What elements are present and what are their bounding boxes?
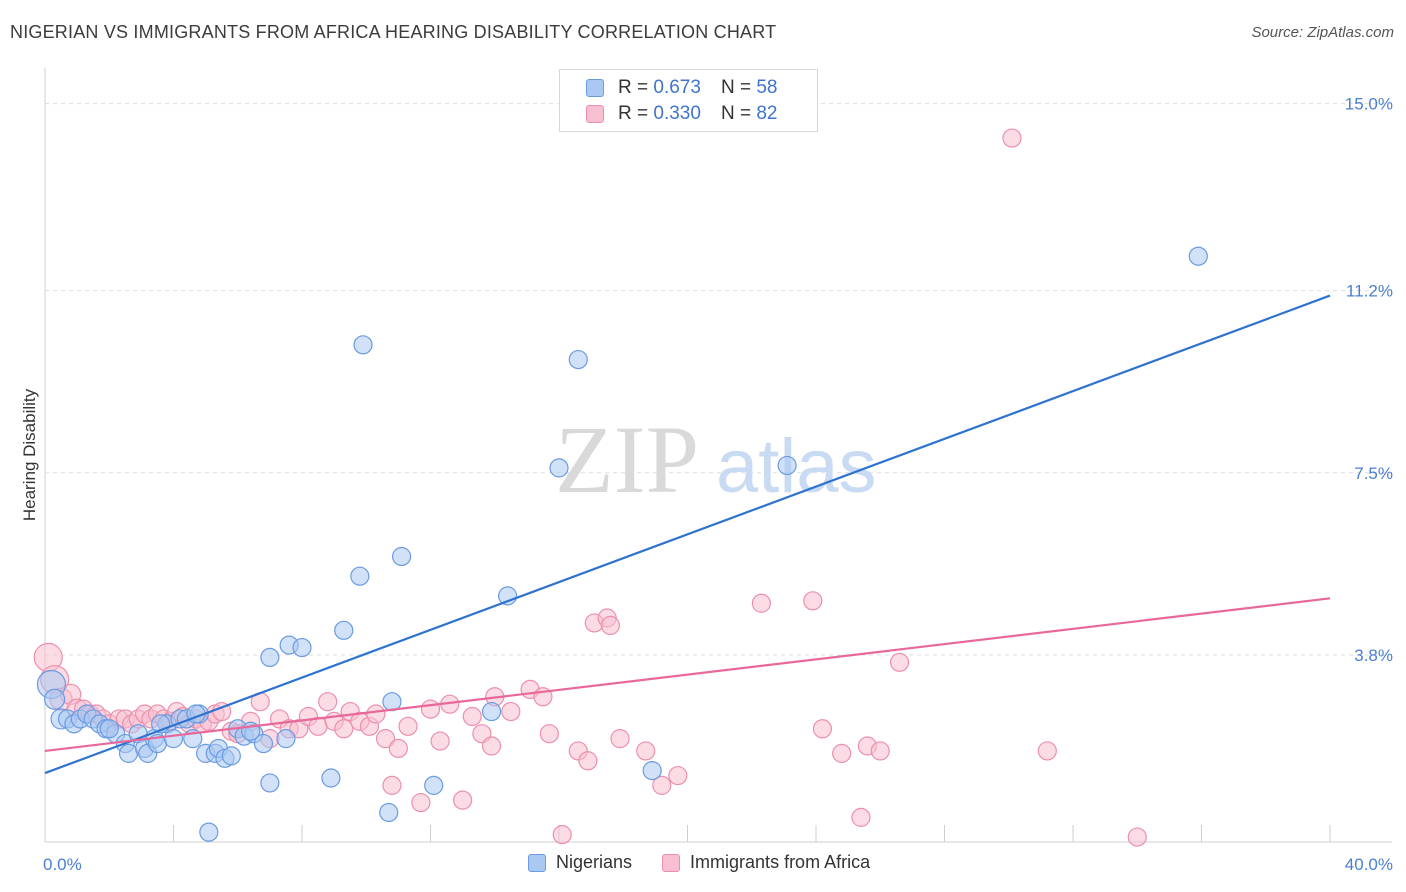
- series-swatch-pink: [662, 853, 681, 872]
- series-label-immigrants: Immigrants from Africa: [690, 852, 871, 872]
- legend-row-immigrants: R = 0.330 N = 82: [586, 101, 777, 127]
- trend-lines: [44, 294, 1331, 775]
- legend-r-value: 0.330: [653, 103, 701, 124]
- immigrant-point: [636, 741, 656, 761]
- nigerian-point: [481, 701, 502, 722]
- nigerian-point: [424, 775, 444, 795]
- immigrant-point: [751, 593, 771, 613]
- nigerian-point: [568, 349, 588, 370]
- nigerian-point: [350, 566, 370, 586]
- immigrant-point: [600, 615, 621, 636]
- series-label-nigerians: Nigerians: [556, 852, 633, 872]
- immigrant-point: [388, 738, 408, 759]
- x-tick-label-min: 0.0%: [43, 855, 82, 874]
- legend-r-value: 0.673: [653, 77, 701, 98]
- nigerian-point: [353, 335, 373, 355]
- immigrant-point: [668, 765, 688, 786]
- nigerian-point: [276, 729, 296, 749]
- immigrant-point: [851, 807, 871, 827]
- legend-row-nigerians: R = 0.673 N = 58: [586, 75, 777, 101]
- x-tick-labels: 0.0% 40.0%: [43, 855, 1393, 874]
- y-tick-label: 11.2%: [1346, 282, 1393, 301]
- legend-n-label: N =: [720, 77, 752, 98]
- immigrant-point: [889, 652, 910, 672]
- y-tick-label: 3.8%: [1354, 646, 1393, 665]
- immigrant-point: [430, 731, 450, 751]
- nigerian-point: [260, 647, 280, 668]
- trend-line-nigerians: [44, 294, 1331, 775]
- trend-line-immigrants: [44, 597, 1331, 753]
- nigerian-point: [391, 546, 412, 567]
- nigerian-point: [549, 458, 569, 478]
- nigerian-point: [253, 733, 274, 754]
- nigerian-point: [292, 637, 312, 658]
- immigrant-point: [398, 716, 418, 736]
- source-credit: Source: ZipAtlas.com: [1251, 24, 1394, 41]
- nigerian-point: [334, 620, 354, 640]
- immigrant-point: [870, 741, 890, 761]
- nigerian-point: [321, 768, 341, 788]
- watermark: ZIP atlas: [555, 406, 877, 513]
- immigrant-point: [453, 790, 473, 810]
- immigrant-point: [501, 701, 521, 722]
- series-legend-nigerians: Nigerians: [528, 852, 632, 873]
- immigrant-point: [420, 699, 441, 719]
- nigerian-point: [118, 743, 139, 763]
- y-tick-label: 7.5%: [1354, 464, 1393, 483]
- nigerian-point: [163, 729, 184, 749]
- series-swatch-blue: [528, 853, 546, 872]
- data-points: [33, 128, 1208, 847]
- immigrant-point: [803, 591, 823, 611]
- correlation-legend: R = 0.673 N = 58 R = 0.330 N = 82: [559, 69, 818, 132]
- y-tick-labels: 3.8% 7.5% 11.2% 15.0%: [1345, 95, 1393, 665]
- watermark-zip: ZIP: [555, 406, 699, 513]
- immigrant-point: [462, 706, 482, 727]
- legend-swatch-blue: [586, 79, 604, 97]
- immigrant-point: [1127, 827, 1147, 847]
- legend-n-value: 82: [756, 103, 778, 124]
- chart-title: NIGERIAN VS IMMIGRANTS FROM AFRICA HEARI…: [10, 22, 777, 42]
- nigerian-point: [199, 822, 219, 842]
- immigrant-point: [652, 775, 672, 795]
- immigrant-point: [1037, 741, 1057, 761]
- legend-r-label: R =: [618, 77, 649, 98]
- legend-n-label: N =: [720, 103, 752, 124]
- x-tick-label-max: 40.0%: [1345, 855, 1393, 874]
- y-axis-title: Hearing Disability: [20, 388, 39, 521]
- legend-r-label: R =: [618, 103, 649, 124]
- axes: [44, 68, 1392, 843]
- immigrant-point: [375, 729, 396, 749]
- nigerian-point: [99, 719, 119, 739]
- nigerian-point: [642, 761, 662, 781]
- y-tick-label: 15.0%: [1345, 95, 1393, 114]
- series-legend-immigrants: Immigrants from Africa: [662, 852, 870, 873]
- series-legend: Nigerians Immigrants from Africa: [528, 852, 900, 873]
- immigrant-point: [812, 719, 833, 739]
- nigerian-point: [221, 746, 241, 766]
- immigrant-point: [366, 704, 386, 724]
- immigrant-point: [318, 692, 338, 712]
- immigrant-point: [832, 743, 852, 763]
- immigrant-point: [578, 751, 598, 771]
- nigerian-point: [44, 688, 66, 710]
- immigrant-point: [382, 775, 402, 795]
- nigerian-point: [379, 802, 399, 823]
- immigrant-point: [481, 736, 502, 756]
- legend-swatch-pink: [586, 105, 604, 123]
- immigrant-point: [334, 719, 354, 739]
- immigrant-point: [610, 729, 630, 749]
- immigrant-point: [1002, 128, 1022, 148]
- immigrant-point: [539, 724, 559, 744]
- nigerian-point: [1188, 246, 1208, 266]
- nigerian-point: [260, 773, 280, 793]
- legend-n-value: 58: [756, 77, 778, 98]
- immigrant-point: [552, 825, 572, 845]
- immigrant-point: [411, 793, 431, 813]
- gridlines: [45, 103, 1392, 656]
- nigerian-point: [777, 455, 797, 476]
